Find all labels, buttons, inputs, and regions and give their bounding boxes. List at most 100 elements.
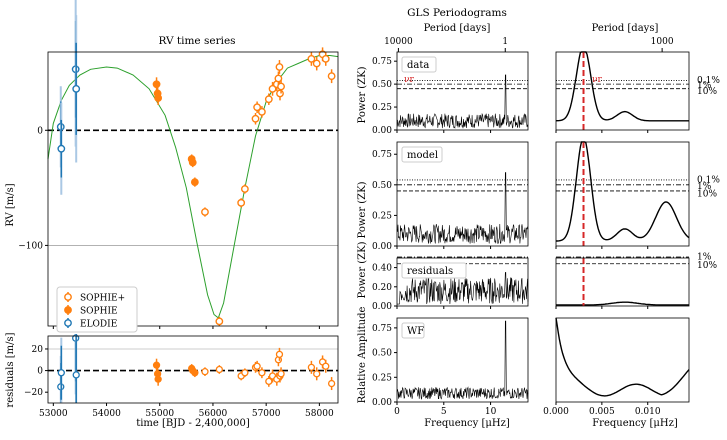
gls-frame-left xyxy=(396,257,529,307)
residual-point xyxy=(191,369,199,377)
power-label-3: Power (ZK) xyxy=(357,241,368,298)
gls-frame-right xyxy=(555,317,690,403)
legend-marker xyxy=(64,306,72,314)
gls-ytick-label: 0.75 xyxy=(372,150,392,160)
data-point-elodie xyxy=(72,84,81,93)
residual-point xyxy=(241,369,249,377)
res-ytick-label: 0 xyxy=(37,367,43,377)
gls-title: GLS Periodograms xyxy=(407,7,507,19)
data-point-sophie-plus xyxy=(275,63,284,71)
period-tick-left: 1 xyxy=(502,37,508,47)
legend-entry: SOPHIE+ xyxy=(80,294,125,304)
power-label-2: Power (ZK) xyxy=(357,181,368,238)
gls-row-model: 0.1%1%10% model 0.00 0.25 0.50 0.75 xyxy=(372,141,720,252)
panel-label: residuals xyxy=(401,262,467,279)
fap-label: 0.1% xyxy=(697,76,720,86)
periodogram-left xyxy=(396,172,529,244)
panel-label-box xyxy=(401,262,467,279)
panel-label-box xyxy=(401,56,437,73)
gls-xtick-label-right: 0.000 xyxy=(543,407,569,417)
gls-ytick-label: 0.00 xyxy=(372,126,392,136)
gls-ytick-label: 0.25 xyxy=(372,373,392,383)
fap-label: 1% xyxy=(697,253,712,263)
legend: SOPHIE+ SOPHIE ELODIE xyxy=(56,286,138,333)
panel-label-text: WF xyxy=(407,326,424,337)
gls-xtick-label-right: 0.005 xyxy=(589,407,615,417)
model-curve xyxy=(47,55,339,319)
data-point-sophie xyxy=(152,80,161,89)
rv-xlabel: time [BJD - 2,400,000] xyxy=(136,418,250,429)
gls-frame-left xyxy=(396,141,529,247)
panel-label: data xyxy=(401,56,437,73)
data-point-sophie-plus xyxy=(277,82,285,91)
residual-point xyxy=(253,362,261,370)
gls-ytick-label: 0.75 xyxy=(372,324,392,334)
fap-label: 1% xyxy=(697,81,712,91)
data-point-sophie-plus xyxy=(253,103,262,112)
panel-label: WF xyxy=(401,322,425,339)
residual-point xyxy=(201,368,209,376)
fap-label: 10% xyxy=(697,87,717,97)
data-point-sophie-plus xyxy=(307,55,316,63)
data-point-sophie-plus xyxy=(237,198,246,207)
gls-ytick-label: 0.50 xyxy=(372,80,392,90)
residual-point xyxy=(258,369,266,377)
gls-frame-right xyxy=(555,257,690,307)
residual-point xyxy=(327,379,336,388)
nu-r-label-right: νr xyxy=(592,75,602,85)
res-ytick-label: −20 xyxy=(24,388,43,398)
periodogram-right xyxy=(555,317,690,397)
gls-row-data: 0.1%1%10% data 0.00 0.25 0.50 0.75 xyxy=(372,51,720,136)
res-xtick-label: 56000 xyxy=(199,409,228,419)
data-point-sophie-plus xyxy=(276,89,284,98)
data-point-sophie xyxy=(188,158,197,167)
legend-box xyxy=(56,286,138,333)
rv-frame xyxy=(47,51,339,327)
residual-point xyxy=(152,361,161,369)
residual-point xyxy=(265,377,273,386)
legend-entry: SOPHIE xyxy=(80,307,118,317)
legend-marker xyxy=(64,293,72,301)
data-point-sophie-plus xyxy=(321,55,330,63)
periodogram-right xyxy=(555,51,689,122)
periodogram-left xyxy=(396,74,529,129)
data-point-sophie-plus xyxy=(274,74,283,83)
data-point-sophie xyxy=(154,94,163,102)
residual-point xyxy=(215,365,223,374)
residual-point xyxy=(307,363,316,371)
data-point-sophie-plus xyxy=(251,114,260,123)
res-xtick-label: 57000 xyxy=(252,409,281,419)
res-ylabel: residuals [m/s] xyxy=(5,332,16,407)
data-point-sophie-plus xyxy=(240,185,249,193)
period-label-right: Period [days] xyxy=(592,23,659,34)
gls-panels: 0.1%1%10%data0.000.250.500.750.1%1%10%mo… xyxy=(372,37,720,417)
residual-point xyxy=(154,375,162,383)
residual-point xyxy=(277,370,285,378)
ytick-label: −100 xyxy=(18,241,43,251)
data-point-sophie-plus xyxy=(264,95,273,104)
data-point-sophie-plus xyxy=(258,107,266,116)
gls-ytick-label: 0.50 xyxy=(372,349,392,359)
panel-label-text: model xyxy=(407,150,438,161)
period-tick-left: 10000 xyxy=(384,37,413,47)
data-point-sophie xyxy=(190,178,199,186)
residual-point xyxy=(72,371,80,379)
data-point-sophie-plus xyxy=(215,317,224,326)
gls-row-residuals: 1%10% residuals 0.00 0.20 0.40 xyxy=(372,253,717,312)
data-point-sophie-plus xyxy=(327,72,336,81)
gls-frame-right xyxy=(555,51,690,131)
gls-ytick-label: 0.25 xyxy=(372,211,392,221)
residual-panel: −20 0 20 53000 54000 55000 56000 57000 58000 xyxy=(24,334,339,419)
panel-label: model xyxy=(401,146,443,163)
ytick-label: 0 xyxy=(37,126,43,136)
rv-panel: −100 0 SOPHIE+ SOPHIE ELODIE xyxy=(18,0,339,333)
periodogram-right xyxy=(556,301,689,306)
period-label-left: Period [days] xyxy=(424,23,491,34)
panel-label-box xyxy=(401,322,425,339)
periodogram-right xyxy=(556,141,690,242)
data-point-sophie-plus xyxy=(201,208,209,216)
panel-label-text: data xyxy=(407,60,429,71)
residual-point xyxy=(313,370,321,378)
residual-point xyxy=(322,362,330,370)
